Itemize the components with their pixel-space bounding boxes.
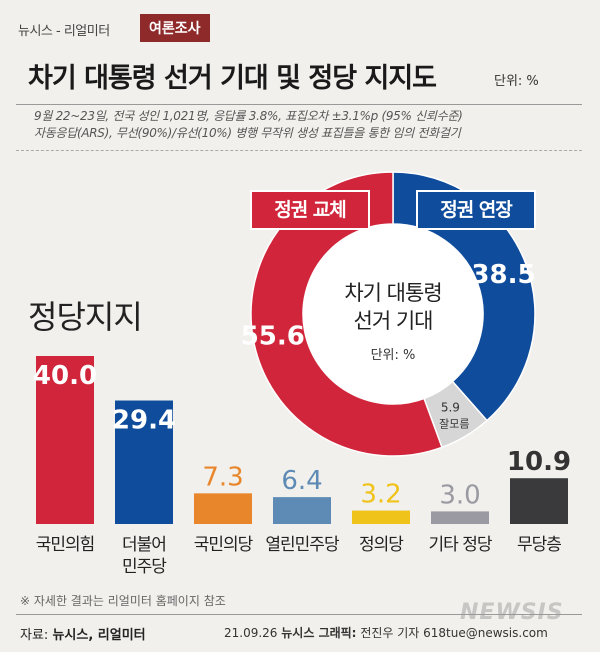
- donut-value-label: 38.5: [471, 260, 535, 290]
- bar-value-label: 40.0: [33, 361, 97, 391]
- bar-value-label: 7.3: [202, 462, 243, 492]
- survey-info: 9월 22~23일, 전국 성인 1,021명, 응답률 3.8%, 표집오차 …: [34, 108, 554, 142]
- bar: [273, 497, 331, 524]
- footnote: ※ 자세한 결과는 리얼미터 홈페이지 참조: [20, 594, 226, 608]
- bar: [194, 493, 252, 524]
- bar: [36, 356, 94, 524]
- bar-category-label: 기타 정당: [429, 535, 493, 555]
- bar-category-label: 더불어: [122, 535, 166, 555]
- legend-regime-extension: 정권 연장: [416, 190, 536, 230]
- category-badge: 여론조사: [140, 14, 210, 42]
- watermark: NEWSIS: [460, 600, 564, 625]
- survey-info-line1: 9월 22~23일, 전국 성인 1,021명, 응답률 3.8%, 표집오차 …: [34, 109, 463, 123]
- source-value: 뉴시스, 리얼미터: [52, 628, 146, 643]
- credit-line: 21.09.26 뉴시스 그래픽: 전진우 기자 618tue@newsis.c…: [224, 624, 548, 641]
- bar-value-label: 3.0: [439, 480, 480, 510]
- bar-chart-title: 정당지지: [28, 298, 143, 336]
- source-tag: 뉴시스 - 리얼미터: [18, 24, 110, 39]
- bar: [510, 478, 568, 524]
- donut-value-label: 5.9: [441, 401, 460, 415]
- legend-regime-change: 정권 교체: [250, 190, 370, 230]
- survey-info-line2: 자동응답(ARS), 무선(90%)/유선(10%) 병행 무작위 생성 표집틀…: [34, 126, 461, 140]
- source-label: 자료:: [20, 628, 49, 643]
- donut-center-title: 차기 대통령: [344, 281, 441, 305]
- donut-value-label: 55.6: [241, 321, 305, 351]
- credit: 전진우 기자 618tue@newsis.com: [360, 626, 548, 640]
- divider: [16, 104, 582, 105]
- page-title: 차기 대통령 선거 기대 및 정당 지지도: [28, 63, 437, 94]
- unit-label: 단위: %: [494, 74, 539, 89]
- bar-value-label: 6.4: [281, 466, 322, 496]
- bar-value-label: 29.4: [112, 406, 176, 436]
- bar-category-label: 정의당: [359, 535, 404, 555]
- bar-category-label: 민주당: [122, 557, 167, 577]
- donut-hole: [303, 224, 483, 404]
- bar: [431, 511, 489, 524]
- graphic-label: 뉴시스 그래픽:: [281, 626, 357, 640]
- donut-center-title: 선거 기대: [354, 309, 433, 333]
- bar: [352, 510, 410, 524]
- source-line: 자료: 뉴시스, 리얼미터: [20, 624, 146, 643]
- bar-category-label: 열린민주당: [265, 535, 340, 555]
- donut-unit-label: 단위: %: [371, 348, 416, 363]
- divider: [16, 150, 582, 151]
- divider: [16, 614, 582, 615]
- bar: [115, 400, 173, 524]
- date: 21.09.26: [224, 626, 278, 640]
- bar-value-label: 3.2: [360, 480, 401, 510]
- bar-category-label: 무당층: [517, 535, 561, 555]
- bar-category-label: 국민의힘: [36, 535, 95, 555]
- bar-category-label: 국민의당: [194, 535, 254, 555]
- bar-value-label: 10.9: [507, 447, 571, 477]
- donut-category-label: 잘모름: [439, 418, 469, 431]
